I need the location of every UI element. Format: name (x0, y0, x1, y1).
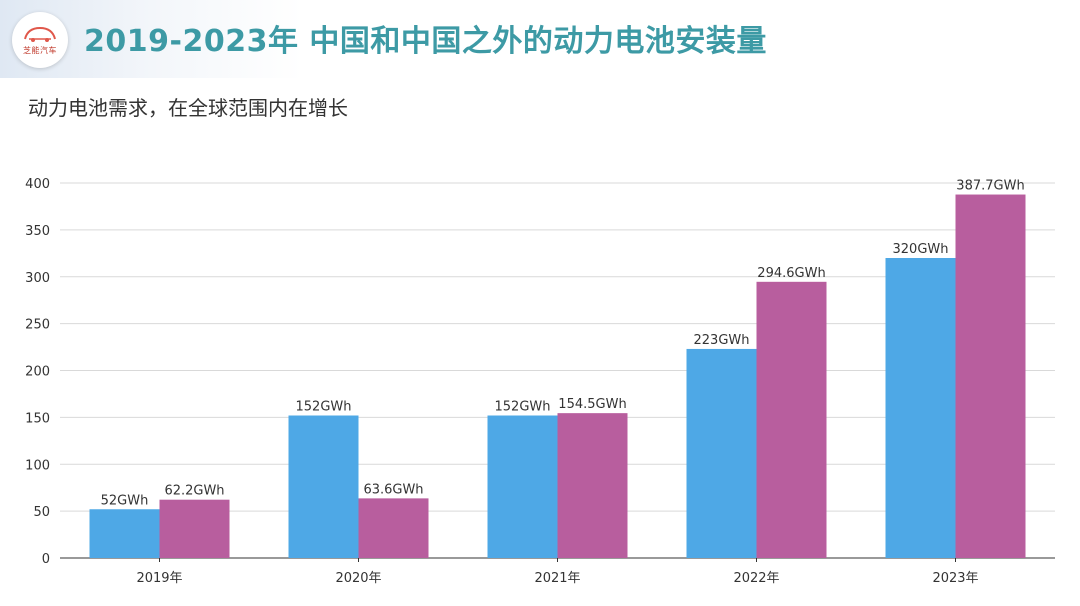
y-tick-label: 150 (25, 411, 50, 426)
header-band (0, 0, 1080, 78)
y-tick-label: 200 (25, 365, 50, 380)
y-tick-label: 300 (25, 271, 50, 286)
brand-logo: 芝能汽车 (12, 12, 68, 68)
data-label: 152GWh (495, 400, 551, 415)
x-tick-label: 2021年 (534, 571, 580, 586)
bar-china-1 (288, 415, 359, 558)
y-tick-label: 350 (25, 224, 50, 239)
data-label: 387.7GWh (956, 179, 1024, 194)
data-label: 223GWh (694, 333, 750, 348)
x-tick-label: 2023年 (932, 571, 978, 586)
car-icon (24, 26, 56, 42)
data-label: 52GWh (101, 493, 149, 508)
x-tick-label: 2022年 (733, 571, 779, 586)
bar-outside-4 (955, 194, 1026, 558)
data-label: 294.6GWh (757, 266, 825, 281)
bar-china-3 (686, 348, 757, 558)
y-tick-label: 400 (25, 177, 50, 192)
bar-outside-1 (358, 498, 429, 558)
data-label: 63.6GWh (363, 482, 423, 497)
page-subtitle: 动力电池需求，在全球范围内在增长 (28, 96, 348, 120)
data-label: 320GWh (893, 242, 949, 257)
data-label: 152GWh (296, 400, 352, 415)
bar-outside-3 (756, 281, 827, 558)
y-tick-label: 50 (33, 505, 50, 520)
data-label: 154.5GWh (558, 397, 626, 412)
y-tick-label: 250 (25, 318, 50, 333)
y-tick-label: 100 (25, 458, 50, 473)
data-label: 62.2GWh (164, 484, 224, 499)
bar-china-0 (89, 509, 160, 558)
y-tick-label: 0 (42, 552, 50, 567)
x-tick-label: 2019年 (136, 571, 182, 586)
bar-china-4 (885, 258, 956, 558)
bar-outside-0 (159, 499, 230, 558)
x-tick-label: 2020年 (335, 571, 381, 586)
page-title: 2019-2023年 中国和中国之外的动力电池安装量 (84, 24, 767, 59)
bar-china-2 (487, 415, 558, 558)
bar-outside-2 (557, 413, 628, 558)
logo-text: 芝能汽车 (23, 45, 57, 55)
